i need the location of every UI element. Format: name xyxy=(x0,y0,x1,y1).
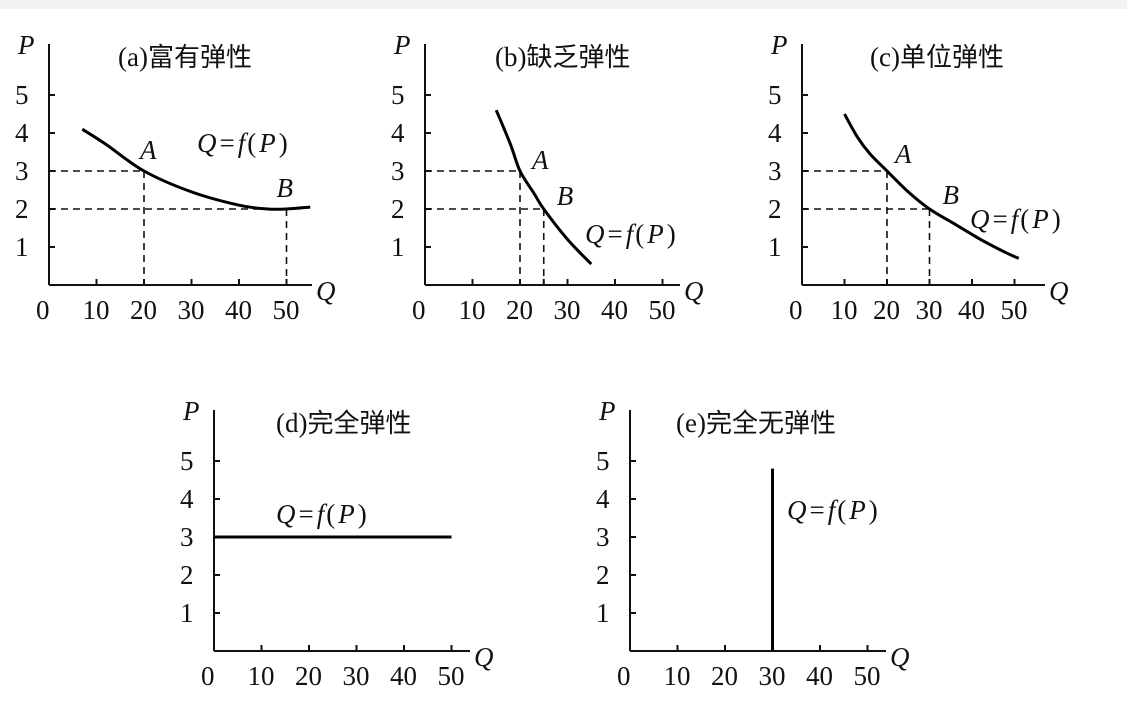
demand-curve xyxy=(81,127,311,211)
y-tick-label: 3 xyxy=(15,156,29,186)
demand-curve xyxy=(494,109,593,266)
curve-label: Q = f(P) xyxy=(970,204,1061,234)
x-tick-label: 50 xyxy=(438,661,465,691)
x-tick-label: 10 xyxy=(83,295,110,325)
y-tick-label: 4 xyxy=(15,118,29,148)
demand-curve xyxy=(843,113,1020,260)
curve-label: Q = f(P) xyxy=(585,219,676,249)
y-axis-label: P xyxy=(598,396,616,426)
x-tick-label: 20 xyxy=(873,295,900,325)
point-label-b: B xyxy=(943,180,960,210)
x-tick-label: 20 xyxy=(295,661,322,691)
y-tick-label: 2 xyxy=(180,560,194,590)
x-tick-label: 10 xyxy=(664,661,691,691)
point-label-a: A xyxy=(138,135,157,165)
y-tick-label: 1 xyxy=(768,232,782,262)
x-tick-label: 20 xyxy=(130,295,157,325)
x-tick-label: 40 xyxy=(806,661,833,691)
y-tick-label: 1 xyxy=(596,598,610,628)
x-tick-label: 50 xyxy=(854,661,881,691)
x-tick-label: 50 xyxy=(273,295,300,325)
y-tick-label: 1 xyxy=(391,232,405,262)
x-tick-label: 30 xyxy=(759,661,786,691)
y-tick-label: 2 xyxy=(768,194,782,224)
point-label-a: A xyxy=(530,145,549,175)
point-label-b: B xyxy=(277,173,294,203)
x-tick-label: 30 xyxy=(178,295,205,325)
x-tick-label: 0 xyxy=(36,295,50,325)
x-tick-label: 10 xyxy=(248,661,275,691)
top-band xyxy=(0,0,1127,9)
x-tick-label: 40 xyxy=(390,661,417,691)
y-tick-label: 5 xyxy=(768,80,782,110)
y-tick-label: 3 xyxy=(391,156,405,186)
x-tick-label: 40 xyxy=(601,295,628,325)
x-axis-label: Q xyxy=(474,642,494,672)
x-tick-label: 30 xyxy=(916,295,943,325)
x-tick-label: 10 xyxy=(459,295,486,325)
y-tick-label: 4 xyxy=(596,484,610,514)
x-axis-label: Q xyxy=(890,642,910,672)
x-tick-label: 10 xyxy=(831,295,858,325)
y-tick-label: 1 xyxy=(180,598,194,628)
x-tick-label: 20 xyxy=(711,661,738,691)
x-tick-label: 0 xyxy=(789,295,803,325)
y-tick-label: 2 xyxy=(391,194,405,224)
point-label-b: B xyxy=(557,181,574,211)
x-axis-label: Q xyxy=(684,276,704,306)
chart-title: (c)单位弹性 xyxy=(870,42,1004,73)
curve-label: Q = f(P) xyxy=(197,128,288,158)
x-tick-label: 20 xyxy=(506,295,533,325)
y-tick-label: 5 xyxy=(180,446,194,476)
y-axis-label: P xyxy=(393,30,411,60)
chart-title: (e)完全无弹性 xyxy=(676,408,836,439)
x-tick-label: 40 xyxy=(958,295,985,325)
chart-title: (b)缺乏弹性 xyxy=(495,42,631,73)
y-tick-label: 5 xyxy=(15,80,29,110)
x-tick-label: 0 xyxy=(617,661,631,691)
y-tick-label: 2 xyxy=(596,560,610,590)
y-axis-label: P xyxy=(17,30,35,60)
y-tick-label: 2 xyxy=(15,194,29,224)
x-tick-label: 40 xyxy=(225,295,252,325)
x-tick-label: 50 xyxy=(1001,295,1028,325)
y-tick-label: 3 xyxy=(768,156,782,186)
x-tick-label: 30 xyxy=(554,295,581,325)
x-tick-label: 50 xyxy=(649,295,676,325)
y-tick-label: 4 xyxy=(180,484,194,514)
y-tick-label: 4 xyxy=(768,118,782,148)
y-tick-label: 1 xyxy=(15,232,29,262)
curve-label: Q = f(P) xyxy=(787,495,878,525)
chart-title: (a)富有弹性 xyxy=(118,42,252,73)
y-tick-label: 5 xyxy=(596,446,610,476)
point-label-a: A xyxy=(893,139,912,169)
y-tick-label: 3 xyxy=(596,522,610,552)
x-tick-label: 0 xyxy=(201,661,215,691)
x-tick-label: 0 xyxy=(412,295,426,325)
y-tick-label: 3 xyxy=(180,522,194,552)
y-tick-label: 5 xyxy=(391,80,405,110)
chart-title: (d)完全弹性 xyxy=(276,408,412,439)
x-axis-label: Q xyxy=(1049,276,1069,306)
y-axis-label: P xyxy=(770,30,788,60)
x-tick-label: 30 xyxy=(343,661,370,691)
x-axis-label: Q xyxy=(316,276,336,306)
y-axis-label: P xyxy=(182,396,200,426)
curve-label: Q = f(P) xyxy=(276,499,367,529)
y-tick-label: 4 xyxy=(391,118,405,148)
